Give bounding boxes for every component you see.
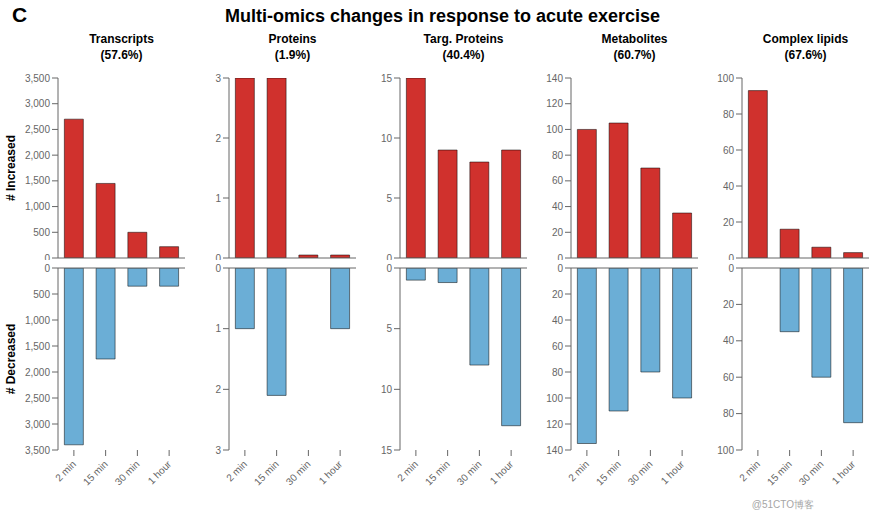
svg-text:15 min: 15 min [594, 458, 623, 487]
html-text:(40.4%): (40.4%) [442, 47, 485, 62]
svg-text:500: 500 [33, 289, 50, 300]
svg-text:2,000: 2,000 [25, 150, 50, 161]
svg-text:20: 20 [723, 217, 735, 228]
svg-text:80: 80 [552, 367, 564, 378]
svg-text:5: 5 [386, 323, 392, 334]
svg-text:0: 0 [557, 263, 563, 274]
svg-text:3,000: 3,000 [25, 98, 50, 109]
svg-text:3: 3 [215, 445, 221, 456]
html-text:Multi-omics changes in respons: Multi-omics changes in response to acute… [224, 6, 661, 26]
svg-text:120: 120 [546, 98, 563, 109]
svg-text:3: 3 [215, 73, 221, 84]
html-text:Proteins: Proteins [268, 32, 317, 46]
svg-text:15 min: 15 min [423, 458, 452, 487]
svg-text:10: 10 [381, 133, 393, 144]
svg-text:3,500: 3,500 [25, 73, 50, 84]
svg-text:15 min: 15 min [765, 458, 794, 487]
svg-text:500: 500 [33, 227, 50, 238]
svg-text:0: 0 [386, 253, 392, 260]
svg-text:80: 80 [552, 150, 564, 161]
svg-text:2: 2 [215, 384, 221, 395]
svg-text:140: 140 [546, 445, 563, 456]
svg-text:30 min: 30 min [797, 458, 826, 487]
svg-text:140: 140 [546, 73, 563, 84]
svg-text:1 hour: 1 hour [146, 458, 174, 486]
svg-text:0: 0 [386, 263, 392, 274]
svg-text:15 min: 15 min [252, 458, 281, 487]
svg-text:2,000: 2,000 [25, 367, 50, 378]
svg-text:30 min: 30 min [626, 458, 655, 487]
svg-text:0: 0 [728, 263, 734, 274]
svg-text:80: 80 [723, 109, 735, 120]
svg-text:1,500: 1,500 [25, 341, 50, 352]
svg-text:2,500: 2,500 [25, 124, 50, 135]
svg-text:20: 20 [552, 289, 564, 300]
html-text:Targ. Proteins: Targ. Proteins [423, 32, 504, 46]
svg-text:10: 10 [381, 384, 393, 395]
svg-text:2 min: 2 min [53, 458, 78, 483]
svg-text:0: 0 [215, 253, 221, 260]
svg-text:20: 20 [552, 227, 564, 238]
svg-text:30 min: 30 min [284, 458, 313, 487]
html-text:Complex lipids: Complex lipids [762, 32, 849, 46]
html-text:(1.9%): (1.9%) [274, 47, 311, 62]
svg-text:1 hour: 1 hour [488, 458, 516, 486]
html-text:@51CTO博客: @51CTO博客 [751, 499, 814, 510]
svg-text:2,500: 2,500 [25, 393, 50, 404]
svg-text:30 min: 30 min [455, 458, 484, 487]
svg-text:40: 40 [723, 335, 735, 346]
svg-text:100: 100 [717, 445, 734, 456]
svg-text:100: 100 [717, 73, 734, 84]
svg-text:15 min: 15 min [81, 458, 110, 487]
svg-text:1: 1 [215, 323, 221, 334]
svg-text:60: 60 [723, 145, 735, 156]
svg-text:0: 0 [44, 263, 50, 274]
html-text:Transcripts: Transcripts [89, 32, 154, 46]
svg-text:20: 20 [723, 299, 735, 310]
svg-text:3,500: 3,500 [25, 445, 50, 456]
svg-text:100: 100 [546, 393, 563, 404]
svg-text:80: 80 [723, 408, 735, 419]
svg-text:1 hour: 1 hour [659, 458, 687, 486]
svg-text:30 min: 30 min [113, 458, 142, 487]
svg-text:40: 40 [723, 181, 735, 192]
html-text:# Increased: # Increased [4, 135, 18, 201]
svg-text:60: 60 [552, 175, 564, 186]
svg-text:3,000: 3,000 [25, 419, 50, 430]
svg-text:1,000: 1,000 [25, 315, 50, 326]
svg-text:60: 60 [723, 372, 735, 383]
svg-text:1 hour: 1 hour [830, 458, 858, 486]
html-text:C: C [12, 3, 28, 26]
svg-text:1: 1 [215, 193, 221, 204]
html-text:(67.6%): (67.6%) [784, 47, 827, 62]
svg-text:120: 120 [546, 419, 563, 430]
svg-text:15: 15 [381, 73, 393, 84]
svg-text:1,000: 1,000 [25, 201, 50, 212]
svg-text:0: 0 [557, 253, 563, 260]
svg-text:5: 5 [386, 193, 392, 204]
html-text:(57.6%): (57.6%) [100, 47, 143, 62]
svg-text:0: 0 [44, 253, 50, 260]
svg-text:1 hour: 1 hour [317, 458, 345, 486]
svg-text:0: 0 [728, 253, 734, 260]
svg-text:40: 40 [552, 201, 564, 212]
svg-text:2 min: 2 min [395, 458, 420, 483]
svg-text:40: 40 [552, 315, 564, 326]
svg-text:0: 0 [215, 263, 221, 274]
svg-text:2 min: 2 min [224, 458, 249, 483]
html-text:(60.7%): (60.7%) [613, 47, 656, 62]
svg-text:15: 15 [381, 445, 393, 456]
svg-text:60: 60 [552, 341, 564, 352]
svg-text:2: 2 [215, 133, 221, 144]
svg-text:2 min: 2 min [737, 458, 762, 483]
svg-text:100: 100 [546, 124, 563, 135]
svg-text:2 min: 2 min [566, 458, 591, 483]
html-text:# Decreased: # Decreased [4, 323, 18, 395]
html-text:Metabolites: Metabolites [601, 32, 668, 46]
svg-text:1,500: 1,500 [25, 175, 50, 186]
